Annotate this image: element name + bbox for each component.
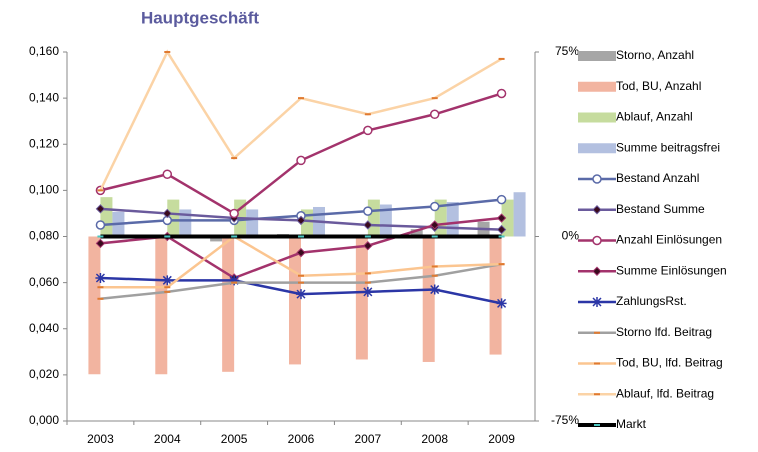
marker xyxy=(496,213,507,223)
marker xyxy=(95,273,106,284)
legend-marker xyxy=(592,205,602,215)
y2-tick-label: -75% xyxy=(551,413,579,427)
bar xyxy=(222,236,235,372)
marker xyxy=(496,194,507,205)
marker xyxy=(429,284,440,295)
bar xyxy=(246,209,259,237)
bar xyxy=(179,209,192,237)
bar xyxy=(100,197,113,237)
bar xyxy=(446,202,459,237)
marker xyxy=(162,275,173,286)
legend-label: Ablauf, lfd. Beitrag xyxy=(616,386,714,400)
bar xyxy=(355,236,368,360)
y-tick-label: 0,060 xyxy=(29,275,59,289)
y-tick-label: 0,140 xyxy=(29,90,59,104)
bar xyxy=(155,236,168,375)
marker xyxy=(430,220,440,230)
marker xyxy=(229,275,240,286)
marker xyxy=(95,204,106,214)
marker xyxy=(496,298,507,309)
x-tick-label: 2003 xyxy=(87,432,114,446)
marker xyxy=(363,125,373,136)
legend-label: Bestand Summe xyxy=(616,202,705,216)
x-tick-label: 2009 xyxy=(488,432,515,446)
legend-label: Markt xyxy=(616,417,647,431)
marker xyxy=(162,208,172,219)
marker xyxy=(363,241,373,251)
legend-label: Summe Einlösungen xyxy=(616,263,727,277)
bar xyxy=(513,192,526,237)
x-tick-label: 2006 xyxy=(288,432,315,446)
bar xyxy=(379,204,392,237)
legend-swatch xyxy=(578,143,616,154)
legend-swatch xyxy=(578,81,616,92)
marker xyxy=(496,224,507,235)
x-tick-label: 2007 xyxy=(355,432,382,446)
marker xyxy=(429,109,440,120)
bar xyxy=(489,236,502,355)
marker xyxy=(229,208,239,219)
y-tick-label: 0,160 xyxy=(29,44,59,58)
legend-label: Bestand Anzahl xyxy=(616,171,699,185)
legend-marker xyxy=(592,235,602,246)
legend-label: Summe beitragsfrei xyxy=(616,140,720,154)
marker xyxy=(95,238,106,249)
bar xyxy=(501,199,514,237)
bar xyxy=(210,236,223,242)
legend-marker xyxy=(592,174,602,184)
marker xyxy=(296,215,306,226)
legend-marker xyxy=(592,297,602,307)
marker xyxy=(496,88,507,99)
marker xyxy=(363,220,373,230)
marker xyxy=(95,220,106,230)
y2-tick-label: 75% xyxy=(555,44,579,58)
legend-swatch xyxy=(578,51,616,61)
legend-label: Storno, Anzahl xyxy=(616,48,694,62)
bar xyxy=(422,236,435,362)
y-tick-label: 0,020 xyxy=(29,367,59,381)
line xyxy=(99,49,503,191)
marker xyxy=(363,206,373,216)
legend-label: Tod, BU, lfd. Beitrag xyxy=(616,356,723,370)
marker xyxy=(296,289,306,300)
x-tick-label: 2004 xyxy=(154,432,181,446)
legend-label: Ablauf, Anzahl xyxy=(616,110,693,124)
y-tick-label: 0,120 xyxy=(29,136,59,150)
marker xyxy=(162,169,173,179)
bar xyxy=(289,236,301,365)
bar xyxy=(410,229,423,237)
legend-label: ZahlungsRst. xyxy=(616,294,687,308)
marker xyxy=(296,247,306,258)
legend-label: Storno lfd. Beitrag xyxy=(616,325,712,339)
legend-swatch xyxy=(578,112,616,123)
marker xyxy=(429,201,440,212)
y-tick-label: 0,080 xyxy=(29,229,59,243)
marker xyxy=(296,155,306,166)
bar xyxy=(367,199,380,237)
legend-label: Anzahl Einlösungen xyxy=(616,233,722,247)
x-tick-label: 2008 xyxy=(421,432,448,446)
y-tick-label: 0,100 xyxy=(29,183,59,197)
legend-label: Tod, BU, Anzahl xyxy=(616,79,701,93)
bar xyxy=(167,199,180,237)
line xyxy=(100,92,502,215)
y2-tick-label: 0% xyxy=(562,229,580,243)
legend-marker xyxy=(592,266,602,276)
chart-title: Hauptgeschäft xyxy=(141,8,259,27)
y-tick-label: 0,040 xyxy=(29,321,59,335)
marker xyxy=(362,286,373,297)
y-tick-label: 0,000 xyxy=(29,413,59,427)
bar xyxy=(88,236,101,375)
x-tick-label: 2005 xyxy=(221,432,248,446)
